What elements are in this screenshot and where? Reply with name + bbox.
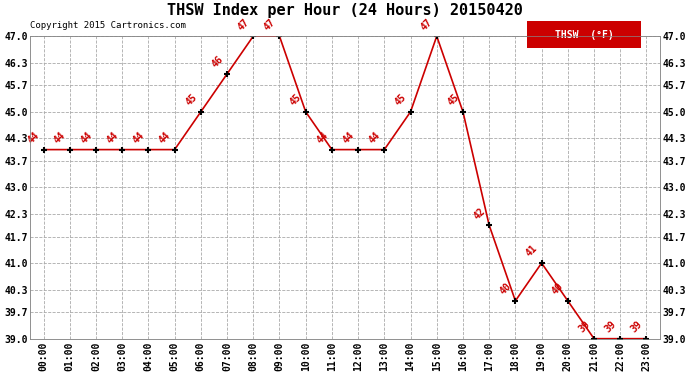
Text: 39: 39 bbox=[603, 319, 618, 334]
Text: 44: 44 bbox=[131, 130, 146, 146]
Text: 44: 44 bbox=[341, 130, 356, 146]
Text: 44: 44 bbox=[105, 130, 120, 146]
Text: 44: 44 bbox=[79, 130, 94, 146]
Text: 47: 47 bbox=[262, 16, 277, 32]
Text: 45: 45 bbox=[288, 92, 304, 108]
Text: 45: 45 bbox=[446, 92, 461, 108]
Title: THSW Index per Hour (24 Hours) 20150420: THSW Index per Hour (24 Hours) 20150420 bbox=[167, 3, 523, 18]
Text: 40: 40 bbox=[551, 281, 566, 297]
Text: 42: 42 bbox=[472, 206, 487, 221]
Text: 44: 44 bbox=[26, 130, 41, 146]
Text: 44: 44 bbox=[315, 130, 330, 146]
Text: 45: 45 bbox=[184, 92, 199, 108]
Text: 47: 47 bbox=[420, 16, 435, 32]
Text: 44: 44 bbox=[367, 130, 382, 146]
Text: 44: 44 bbox=[52, 130, 68, 146]
Text: 39: 39 bbox=[577, 319, 592, 334]
Text: 45: 45 bbox=[393, 92, 408, 108]
Text: 41: 41 bbox=[524, 243, 540, 259]
Text: 39: 39 bbox=[629, 319, 644, 334]
Text: 44: 44 bbox=[157, 130, 172, 146]
Text: Copyright 2015 Cartronics.com: Copyright 2015 Cartronics.com bbox=[30, 21, 186, 30]
Text: 47: 47 bbox=[236, 16, 251, 32]
Text: 40: 40 bbox=[498, 281, 513, 297]
Text: 46: 46 bbox=[210, 54, 225, 70]
